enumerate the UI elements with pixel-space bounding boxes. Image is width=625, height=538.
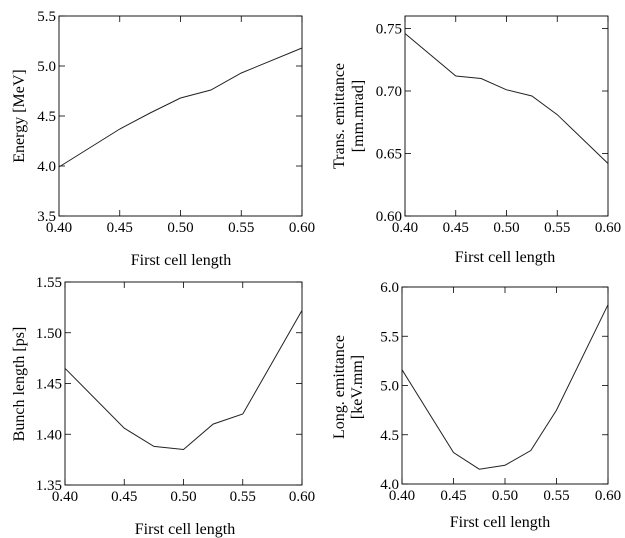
energy-y-tick-label: 4.0 (37, 159, 56, 175)
trans-emittance-x-tick-label: 0.50 (493, 220, 519, 236)
long-emittance-x-tick-label: 0.40 (389, 488, 415, 504)
long-emittance-x-tick-label: 0.55 (543, 488, 569, 504)
bunch-length-panel: 0.40 0.45 0.50 0.55 0.60 1.35 1.40 1.45 1.50 1.5… (11, 275, 315, 538)
long-emittance-y-tick-label: 5.5 (380, 329, 399, 345)
long-emittance-plot-frame (401, 286, 609, 485)
energy-plot-frame (58, 15, 303, 217)
energy-x-ticks (58, 16, 303, 216)
bunch-length-x-tick-label: 0.55 (230, 489, 256, 505)
trans-emittance-panel: 0.40 0.45 0.50 0.55 0.60 0.60 0.65 0.70 0.75 Fi… (331, 15, 621, 266)
energy-y-ticks (59, 15, 302, 217)
bunch-length-x-tick-labels: 0.40 0.45 0.50 0.55 0.60 (52, 489, 315, 505)
bunch-length-y-ticks (65, 281, 302, 486)
trans-emittance-x-tick-label: 0.40 (392, 220, 418, 236)
long-emittance-y-tick-label: 5.0 (380, 379, 399, 395)
long-emittance-y-tick-label: 4.5 (380, 428, 399, 444)
bunch-length-x-axis-label: First cell length (135, 521, 235, 538)
energy-x-tick-labels: 0.40 0.45 0.50 0.55 0.60 (46, 220, 315, 236)
long-emittance-y-axis-label-unit: [keV.mm] (349, 355, 366, 419)
bunch-length-series-line (64, 310, 303, 451)
long-emittance-x-axis-label: First cell length (450, 514, 550, 531)
energy-x-tick-label: 0.40 (46, 220, 72, 236)
energy-y-tick-label: 5.0 (37, 59, 56, 75)
energy-x-tick-label: 0.55 (228, 220, 254, 236)
bunch-length-y-axis-label: Bunch length [ps] (11, 327, 28, 442)
bunch-length-y-tick-label: 1.55 (36, 275, 62, 291)
trans-emittance-plot-frame (404, 15, 609, 217)
energy-y-tick-labels: 3.5 4.0 4.5 5.0 5.5 (37, 9, 56, 225)
bunch-length-x-tick-label: 0.50 (170, 489, 196, 505)
energy-y-axis-label: Energy [MeV] (11, 69, 28, 162)
long-emittance-series-line (401, 304, 609, 470)
energy-y-tick-label: 4.5 (37, 109, 56, 125)
trans-emittance-y-tick-label: 0.65 (376, 147, 402, 163)
energy-y-tick-label: 5.5 (37, 9, 56, 25)
trans-emittance-y-tick-labels: 0.60 0.65 0.70 0.75 (376, 22, 402, 226)
long-emittance-y-tick-label: 4.0 (380, 477, 399, 493)
trans-emittance-x-ticks (404, 16, 609, 216)
bunch-length-x-ticks (64, 282, 303, 485)
energy-x-tick-label: 0.50 (167, 220, 193, 236)
long-emittance-y-tick-labels: 4.0 4.5 5.0 5.5 6.0 (380, 280, 399, 493)
long-emittance-x-tick-label: 0.60 (595, 488, 621, 504)
trans-emittance-series-line (404, 33, 609, 164)
energy-x-tick-label: 0.45 (107, 220, 133, 236)
long-emittance-x-tick-label: 0.50 (492, 488, 518, 504)
trans-emittance-y-tick-label: 0.70 (376, 84, 402, 100)
bunch-length-y-tick-label: 1.50 (36, 326, 62, 342)
bunch-length-x-tick-label: 0.60 (289, 489, 315, 505)
trans-emittance-x-tick-labels: 0.40 0.45 0.50 0.55 0.60 (392, 220, 621, 236)
trans-emittance-y-ticks (405, 28, 608, 217)
trans-emittance-x-axis-label: First cell length (455, 249, 555, 266)
bunch-length-y-tick-label: 1.45 (36, 377, 62, 393)
energy-y-tick-label: 3.5 (37, 209, 56, 225)
trans-emittance-x-tick-label: 0.45 (443, 220, 469, 236)
bunch-length-x-tick-label: 0.40 (52, 489, 78, 505)
long-emittance-x-tick-labels: 0.40 0.45 0.50 0.55 0.60 (389, 488, 621, 504)
long-emittance-x-tick-label: 0.45 (440, 488, 466, 504)
bunch-length-y-tick-label: 1.40 (36, 427, 62, 443)
long-emittance-y-ticks (402, 286, 608, 485)
trans-emittance-x-tick-label: 0.60 (595, 220, 621, 236)
trans-emittance-y-tick-label: 0.60 (376, 209, 402, 225)
long-emittance-x-ticks (401, 287, 609, 484)
long-emittance-panel: 0.40 0.45 0.50 0.55 0.60 4.0 4.5 5.0 5.5 6.0 Fir… (331, 280, 621, 531)
bunch-length-plot-frame (64, 281, 303, 486)
trans-emittance-y-tick-label: 0.75 (376, 22, 402, 38)
energy-x-tick-label: 0.60 (289, 220, 315, 236)
energy-x-axis-label: First cell length (131, 252, 231, 269)
energy-panel: 0.40 0.45 0.50 0.55 0.60 3.5 4.0 4.5 5.0 5.5 Fir… (11, 9, 315, 269)
bunch-length-y-tick-label: 1.35 (36, 478, 62, 494)
bunch-length-x-tick-label: 0.45 (111, 489, 137, 505)
energy-series-line (58, 47, 303, 168)
trans-emittance-x-tick-label: 0.55 (544, 220, 570, 236)
trans-emittance-y-axis-label-unit: [mm.mrad] (350, 80, 367, 152)
trans-emittance-y-axis-label: Trans. emittance (331, 63, 348, 169)
long-emittance-y-axis-label: Long. emittance (331, 335, 348, 439)
bunch-length-y-tick-labels: 1.35 1.40 1.45 1.50 1.55 (36, 275, 62, 494)
long-emittance-y-tick-label: 6.0 (380, 280, 399, 296)
